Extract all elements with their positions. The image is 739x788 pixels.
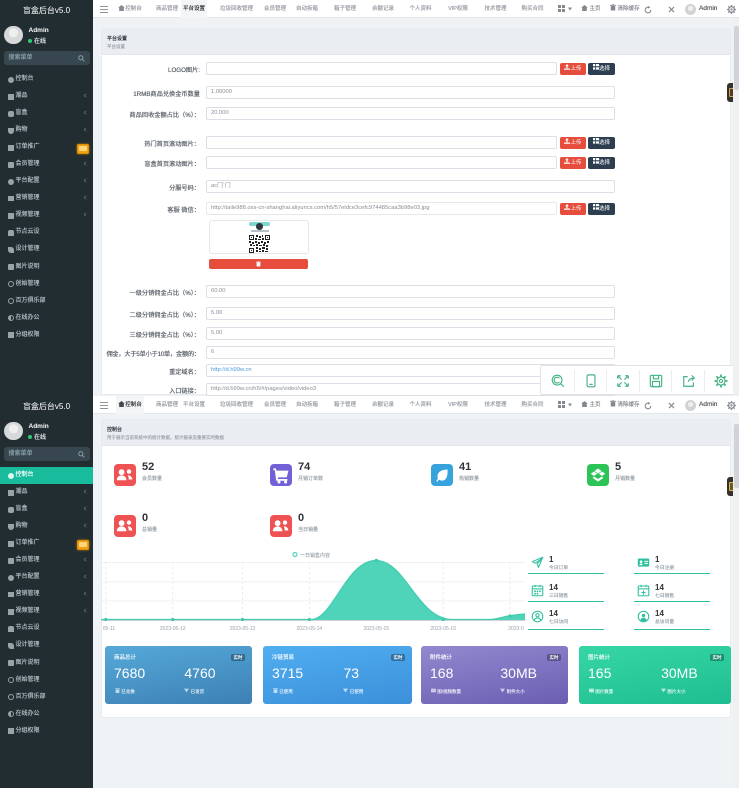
svg-text:05-11: 05-11: [103, 626, 116, 632]
svg-text:2023-05-16: 2023-05-16: [430, 626, 456, 632]
svg-text:2023-05-12: 2023-05-12: [160, 626, 186, 632]
svg-text:一日销售内容: 一日销售内容: [300, 552, 330, 559]
svg-text:2023-05-14: 2023-05-14: [297, 626, 323, 632]
svg-text:2023-0: 2023-0: [508, 626, 524, 632]
svg-text:2023-05-15: 2023-05-15: [364, 626, 390, 632]
svg-text:2023-05-13: 2023-05-13: [230, 626, 256, 632]
